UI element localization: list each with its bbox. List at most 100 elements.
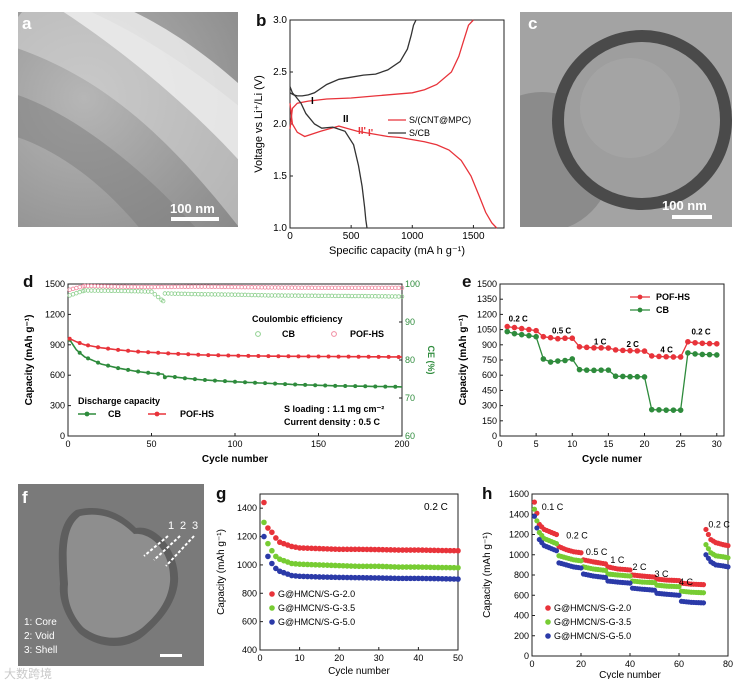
data-point-g-series-1 (273, 535, 279, 541)
legend-marker-h-1 (545, 605, 551, 611)
data-point-h-series-2 (676, 584, 682, 590)
data-point-h-series-3 (725, 564, 731, 570)
data-point-capacity-pof-hs (196, 352, 201, 357)
x-tick-label: 0 (497, 439, 502, 449)
panel-f-marker-3: 3 (192, 520, 199, 532)
data-point-capacity-pof-hs (206, 353, 211, 358)
x-tick-label: 10 (567, 439, 577, 449)
legend-marker-g-1 (269, 591, 275, 597)
chart-h: 0 20 40 60 8002004006008001000120014001600Cy… (482, 489, 733, 679)
data-point-g-series-3 (269, 560, 275, 567)
x-tick-label: 100 (227, 439, 242, 449)
data-point-pofhs (605, 345, 612, 351)
data-point-h-series-2 (578, 558, 584, 564)
data-point-g-series-2 (455, 564, 461, 571)
watermark: 大数跨境 (4, 667, 53, 681)
data-point-ce-cb (149, 289, 154, 294)
data-point-capacity-cb (353, 384, 358, 389)
x-tick-label: 10 (295, 653, 305, 663)
data-point-pofhs (591, 345, 597, 351)
x-tick-label: 5 (534, 439, 539, 449)
x-tick-label: 80 (723, 659, 733, 669)
data-point-capacity-pof-hs (77, 340, 82, 345)
x-tick-label: 500 (343, 231, 360, 242)
data-point-cb (706, 351, 713, 358)
y-axis-label: Capacity (mAh g⁻¹) (458, 315, 469, 406)
data-point-g-series-3 (265, 553, 271, 560)
data-point-capacity-cb (136, 369, 141, 374)
data-point-pofhs (692, 339, 698, 346)
data-point-capacity-pof-hs (166, 351, 171, 356)
x-axis-label: Cycle number (599, 670, 661, 679)
data-point-capacity-cb (96, 360, 101, 365)
data-point-h-series-2 (534, 518, 540, 524)
data-point-capacity-pof-hs (126, 348, 131, 353)
data-point-cb (583, 367, 590, 373)
y-tick-label: 2.5 (273, 67, 287, 78)
data-point-pofhs (576, 344, 583, 350)
annotation-rate: 1 C (594, 337, 607, 346)
legend-label-h-1: G@HMCN/S-G-2.0 (554, 603, 631, 613)
data-point-pofhs (620, 347, 626, 354)
panel-a-tem-image: 100 nm (18, 12, 238, 227)
data-point-pofhs (504, 323, 511, 330)
x-tick-label: 30 (712, 439, 722, 449)
data-point-capacity-cb (146, 370, 151, 375)
legend-marker-pofhs (154, 411, 160, 417)
data-point-h-series-2 (705, 546, 711, 552)
y2-axis-label: CE (%) (426, 346, 436, 375)
panel-c-scale-label: 100 nm (662, 198, 707, 213)
data-point-ce-cb (160, 298, 166, 304)
data-point-g-series-1 (261, 499, 267, 506)
data-point-h-series-3 (531, 513, 538, 519)
y-tick-label: 1050 (477, 325, 497, 335)
legend-label-h-2: G@HMCN/S-G-3.5 (554, 617, 631, 627)
data-point-h-series-2 (700, 590, 707, 596)
data-point-pofhs (663, 353, 669, 360)
y-axis-label: Voltage vs Li⁺/Li (V) (253, 75, 265, 173)
panel-f-scale-bar (160, 654, 182, 657)
data-point-cb (555, 358, 561, 364)
data-point-g-series-2 (273, 553, 279, 560)
panel-c-scale-bar (672, 215, 712, 219)
annotation-rate: 0.2 C (691, 328, 710, 337)
panel-g-label: g (216, 484, 227, 503)
data-point-ce-pof-hs (399, 285, 405, 290)
data-point-pofhs (598, 345, 604, 351)
chart-b: 0 500 1000 1500 1.0 1.5 2.0 2.5 3.0 Specific capa… (253, 15, 505, 257)
data-point-pofhs (511, 324, 518, 331)
x-tick-label: 0 (287, 231, 293, 242)
y-tick-label: 1200 (509, 530, 529, 540)
y-tick-label: 1000 (509, 550, 529, 560)
panel-f-marker-2: 2 (180, 520, 187, 532)
legend-marker-h-3 (545, 633, 551, 639)
data-point-pofhs (677, 354, 684, 360)
data-point-cb (612, 373, 619, 380)
y2-tick-label: 90 (405, 317, 415, 327)
x-tick-label: 60 (674, 659, 684, 669)
data-point-capacity-pof-hs (286, 354, 291, 359)
data-point-pofhs (562, 335, 568, 342)
y-tick-label: 600 (242, 617, 257, 627)
y2-tick-label: 100 (405, 279, 420, 289)
data-point-pofhs (555, 335, 561, 342)
legend-label-cb: CB (656, 305, 669, 315)
panel-f-legend-void: 2: Void (24, 631, 55, 642)
data-point-cb (677, 407, 684, 413)
y-tick-label: 1.5 (273, 171, 287, 182)
data-point-capacity-pof-hs (186, 352, 191, 357)
x-tick-label: 15 (603, 439, 613, 449)
y-tick-label: 2.0 (273, 119, 287, 130)
plot-frame (499, 283, 725, 437)
panel-b-label: b (256, 11, 267, 30)
data-point-capacity-cb (232, 379, 237, 384)
data-point-capacity-pof-hs (326, 354, 331, 359)
data-point-ce-cb (399, 294, 405, 299)
y-tick-label: 1200 (45, 309, 65, 319)
data-point-pofhs (656, 353, 662, 360)
data-point-capacity-pof-hs (96, 345, 101, 350)
data-point-capacity-pof-hs (316, 354, 321, 359)
data-point-capacity-cb (212, 378, 217, 383)
x-tick-label: 40 (413, 653, 423, 663)
y-axis-label: Capacity (mAh g⁻¹) (482, 532, 493, 618)
